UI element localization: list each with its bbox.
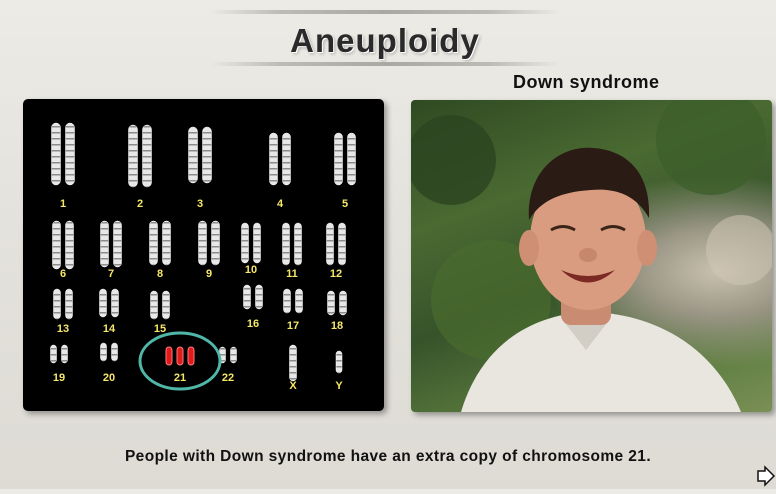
chromosome-17 (295, 288, 303, 314)
chromosome-12 (338, 222, 346, 266)
chromosome-19 (50, 344, 57, 364)
title-rule-top (210, 10, 560, 14)
chromosome-label-X: X (289, 380, 297, 392)
chromosome-16 (255, 284, 263, 310)
chromosome-10 (253, 222, 261, 264)
chromosome-3 (202, 126, 212, 184)
chromosome-7 (100, 220, 109, 268)
chromosome-15 (162, 290, 170, 320)
chromosome-20 (100, 342, 107, 362)
chromosome-label-19: 19 (53, 372, 65, 384)
portrait-svg (411, 100, 772, 412)
chromosome-13 (53, 288, 61, 320)
chromosome-18 (339, 290, 347, 316)
chromosome-17 (283, 288, 291, 314)
chromosome-8 (162, 220, 171, 266)
chromosome-2 (128, 124, 138, 188)
chromosome-label-Y: Y (335, 380, 343, 392)
chromosome-1 (51, 122, 61, 186)
chromosome-21 (176, 346, 184, 366)
karyotype-image: 1 2 3 4 5 6 7 8 9 10 11 12 13 14 15 16 17 18 19 20 21 22 X Y (23, 99, 384, 411)
chromosome-15 (150, 290, 158, 320)
chromosome-label-4: 4 (277, 198, 284, 210)
chromosome-4 (282, 132, 291, 186)
chromosome-4 (269, 132, 278, 186)
chromosome-Y (335, 350, 343, 374)
chromosome-5 (347, 132, 356, 186)
chromosome-label-22: 22 (222, 372, 234, 384)
chromosome-label-11: 11 (286, 268, 298, 280)
chromosome-12 (326, 222, 334, 266)
chromosome-1 (65, 122, 75, 186)
chromosome-label-15: 15 (154, 323, 166, 335)
chromosome-14 (111, 288, 119, 318)
chromosome-label-6: 6 (60, 268, 66, 280)
chromosome-6 (65, 220, 74, 270)
chromosome-label-2: 2 (137, 198, 143, 210)
chromosome-label-21: 21 (174, 372, 186, 384)
chromosome-21 (187, 346, 195, 366)
chromosome-label-14: 14 (103, 323, 116, 335)
chromosome-label-18: 18 (331, 320, 343, 332)
chromosome-label-8: 8 (157, 268, 163, 280)
chromosome-3 (188, 126, 198, 184)
chromosome-8 (149, 220, 158, 266)
chromosome-18 (327, 290, 335, 316)
chromosome-10 (241, 222, 249, 264)
chromosome-6 (52, 220, 61, 270)
caption: People with Down syndrome have an extra … (124, 448, 652, 465)
title-rule-bottom (210, 62, 560, 66)
chromosome-9 (211, 220, 220, 266)
chromosome-7 (113, 220, 122, 268)
title-banner: Aneuploidy (180, 8, 590, 70)
chromosome-label-1: 1 (60, 198, 66, 210)
chromosome-label-7: 7 (108, 268, 114, 280)
chromosome-label-20: 20 (103, 372, 115, 384)
down-syndrome-photo (411, 100, 772, 412)
chromosome-2 (142, 124, 152, 188)
chromosome-label-13: 13 (57, 323, 69, 335)
chromosome-13 (65, 288, 73, 320)
photo-label: Down syndrome (513, 72, 660, 92)
chromosome-11 (282, 222, 290, 266)
chromosome-label-17: 17 (287, 320, 299, 332)
chromosome-16 (243, 284, 251, 310)
chromosome-5 (334, 132, 343, 186)
chromosome-label-12: 12 (330, 268, 342, 280)
chromosome-19 (61, 344, 68, 364)
slide-title: Aneuploidy (290, 22, 480, 59)
chromosome-label-10: 10 (245, 264, 257, 276)
chromosome-X (289, 344, 297, 382)
arrow-right-icon (757, 465, 776, 487)
chromosome-22 (230, 346, 237, 364)
chromosome-label-5: 5 (342, 198, 348, 210)
chromosome-label-9: 9 (206, 268, 212, 280)
chromosome-label-3: 3 (197, 198, 203, 210)
chromosome-label-16: 16 (247, 318, 259, 330)
chromosome-9 (198, 220, 207, 266)
chromosome-21-circle (138, 331, 222, 391)
chromosome-11 (294, 222, 302, 266)
chromosome-21 (165, 346, 173, 366)
chromosome-20 (111, 342, 118, 362)
next-slide-button[interactable] (757, 464, 776, 489)
chromosome-14 (99, 288, 107, 318)
